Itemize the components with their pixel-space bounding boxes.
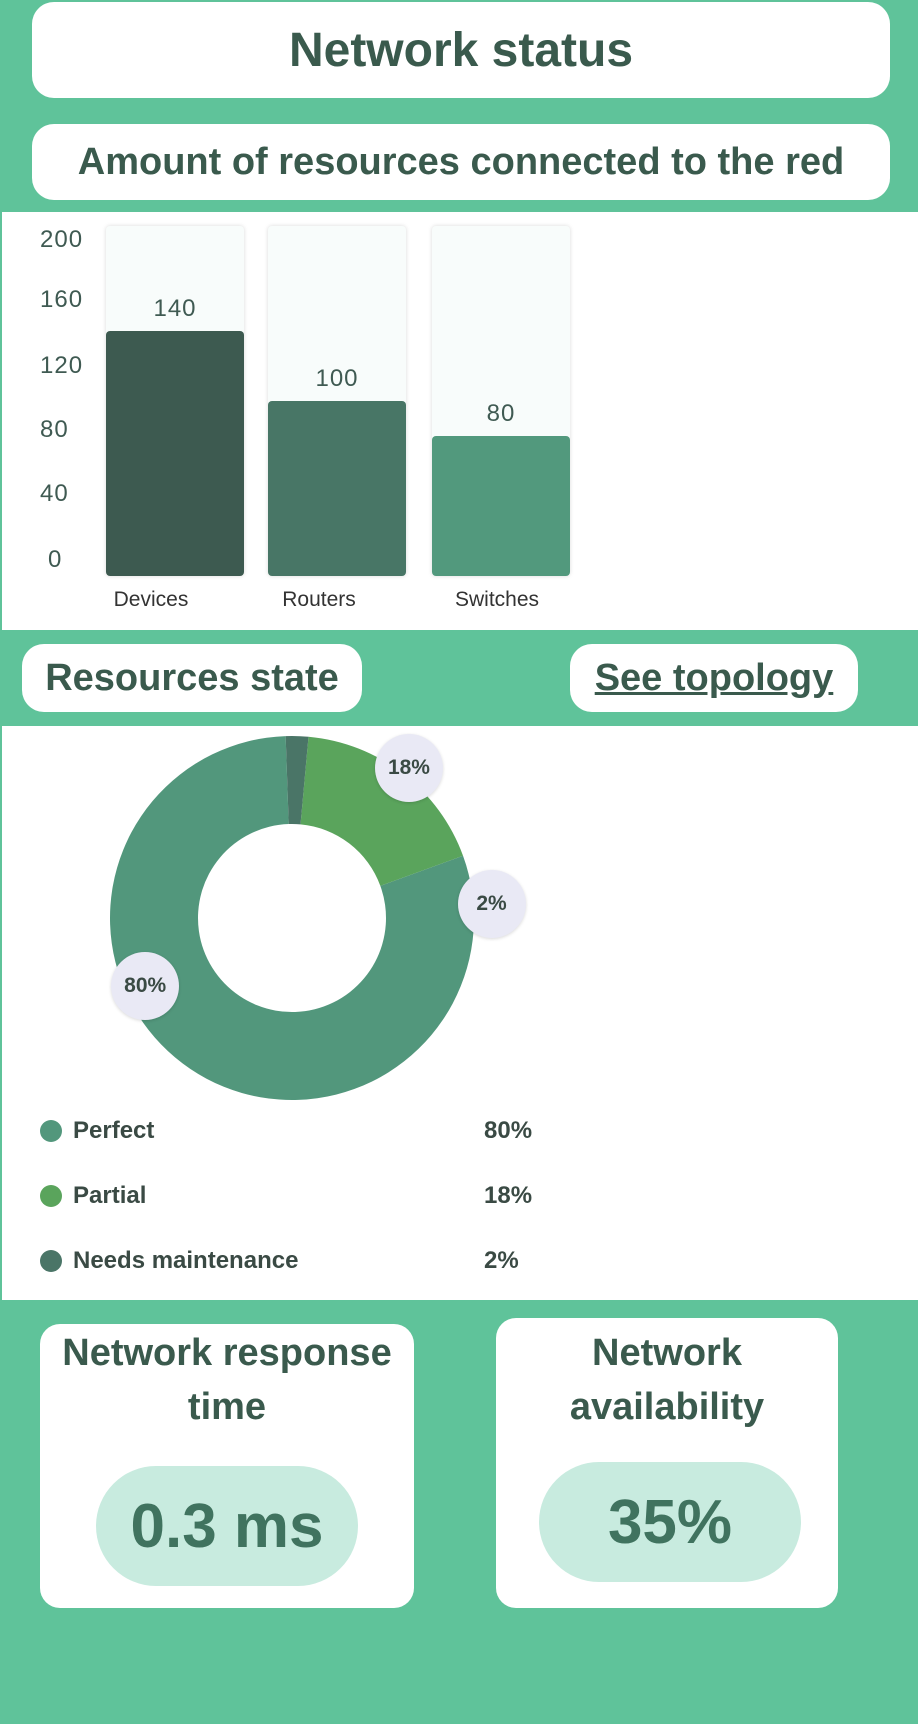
slice-label-partial: 18% — [374, 734, 443, 803]
donut-slice-needs-maintenance — [285, 736, 309, 825]
y-tick-label: 200 — [40, 226, 84, 253]
slice-label-perfect: 80% — [111, 952, 180, 1021]
resources-state-title: Resources state — [22, 644, 362, 712]
availability-title: Network availability — [496, 1326, 838, 1434]
legend-value: 2% — [484, 1247, 519, 1274]
legend-value: 18% — [484, 1182, 533, 1209]
bar-routers — [268, 401, 406, 576]
bar-switches — [432, 436, 570, 576]
bar-track-devices — [106, 226, 244, 576]
legend-value: 80% — [484, 1117, 533, 1144]
donut-slice-perfect — [109, 736, 474, 1100]
legend-dot-partial — [40, 1185, 62, 1207]
response-time-value: 0.3 ms — [96, 1466, 358, 1586]
donut-chart — [109, 736, 474, 1100]
bar-value-label: 100 — [315, 365, 359, 392]
legend-label: Perfect — [73, 1117, 155, 1144]
availability-card: Network availability 35% — [496, 1318, 838, 1608]
bar-value-label: 140 — [153, 295, 197, 322]
slice-label-needs-maintenance: 2% — [457, 870, 526, 939]
availability-title-line2: availability — [569, 1386, 765, 1428]
y-tick-label: 120 — [40, 352, 84, 379]
response-time-title-line1: Network response — [62, 1332, 392, 1374]
bar-track-switches — [432, 226, 570, 576]
availability-value: 35% — [539, 1462, 801, 1582]
bar-track-routers — [268, 226, 406, 576]
category-label: Switches — [454, 588, 540, 611]
category-label: Devices — [113, 588, 189, 611]
page-title: Network status — [32, 2, 890, 98]
response-time-title: Network response time — [40, 1326, 414, 1434]
y-tick-label: 0 — [48, 546, 63, 573]
response-time-title-line2: time — [187, 1386, 267, 1428]
donut-chart-panel: 80% 18% 2% Perfect 80% Partial 18% Needs… — [2, 726, 918, 1300]
bar-chart-panel: 200 160 120 80 40 0 140 100 80 Devices R… — [2, 212, 918, 630]
legend-label: Partial — [73, 1182, 147, 1209]
bar-chart-title: Amount of resources connected to the red — [32, 124, 890, 200]
legend-dot-needs-maintenance — [40, 1250, 62, 1272]
response-time-card: Network response time 0.3 ms — [40, 1324, 414, 1608]
legend-dot-perfect — [40, 1120, 62, 1142]
availability-title-line1: Network — [592, 1332, 742, 1374]
y-tick-label: 80 — [40, 416, 69, 443]
y-tick-label: 160 — [40, 286, 84, 313]
donut-slice-partial — [300, 736, 464, 886]
bar-devices — [106, 331, 244, 576]
bar-value-label: 80 — [486, 400, 516, 427]
see-topology-link[interactable]: See topology — [570, 644, 858, 712]
legend-label: Needs maintenance — [73, 1247, 299, 1274]
category-label: Routers — [282, 588, 356, 611]
y-tick-label: 40 — [40, 480, 69, 507]
